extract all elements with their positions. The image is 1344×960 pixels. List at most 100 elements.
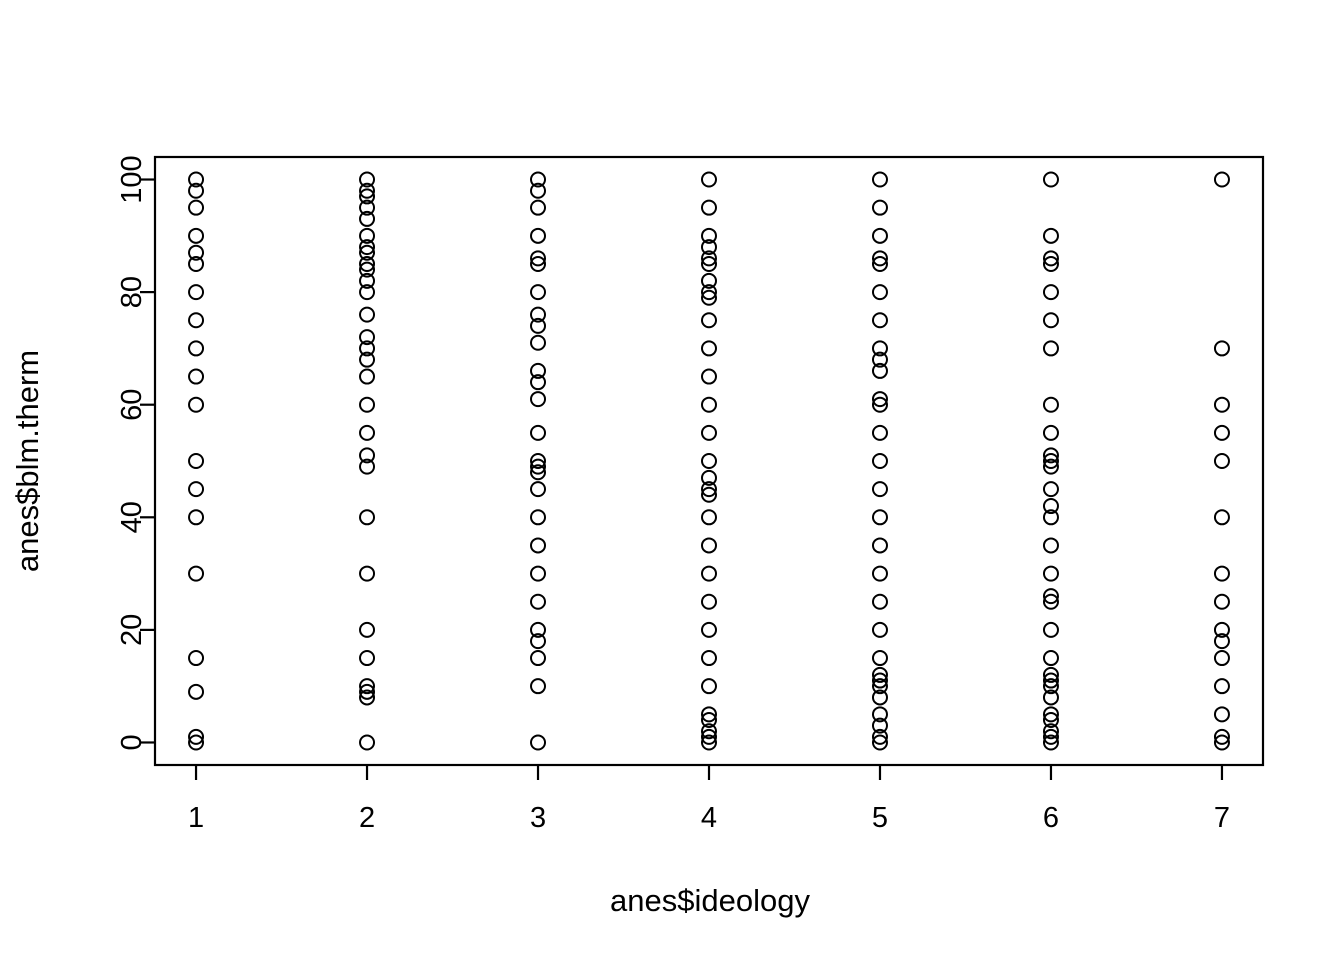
data-point xyxy=(359,210,376,227)
data-point xyxy=(1042,593,1059,610)
x-tick-label: 4 xyxy=(701,802,717,834)
plot-border-box xyxy=(153,155,1265,767)
data-point xyxy=(871,565,888,582)
data-point xyxy=(188,340,205,357)
data-point xyxy=(871,509,888,526)
data-point xyxy=(359,272,376,289)
data-point xyxy=(359,458,376,475)
data-point xyxy=(871,312,888,329)
data-point xyxy=(701,199,717,216)
data-point xyxy=(1042,650,1059,667)
data-point xyxy=(359,683,376,700)
data-point xyxy=(530,650,547,667)
data-point xyxy=(701,565,717,582)
data-point xyxy=(1042,453,1059,469)
data-point xyxy=(1042,565,1059,582)
data-point xyxy=(871,351,888,368)
data-point xyxy=(1042,588,1059,605)
data-point xyxy=(530,362,547,379)
data-point xyxy=(701,469,717,486)
data-point xyxy=(530,227,547,244)
data-point xyxy=(359,678,376,695)
data-point xyxy=(1042,723,1059,740)
data-point xyxy=(188,199,205,216)
x-axis-ticks: 1 2 3 4 5 6 7 xyxy=(188,766,1230,834)
y-tick-label: 0 xyxy=(116,734,148,750)
data-point xyxy=(1042,689,1059,706)
data-point xyxy=(530,509,547,526)
data-point xyxy=(530,621,547,638)
data-point xyxy=(530,458,547,475)
data-point xyxy=(1213,678,1230,695)
data-point xyxy=(701,723,717,740)
data-point xyxy=(359,447,376,464)
data-point xyxy=(701,396,717,413)
data-point xyxy=(1042,227,1059,244)
data-point xyxy=(871,621,888,638)
data-point xyxy=(530,593,547,610)
data-point xyxy=(359,171,376,188)
data-point xyxy=(188,284,205,301)
data-point xyxy=(1213,424,1230,441)
data-point xyxy=(1042,706,1059,723)
data-point xyxy=(188,453,205,469)
data-point xyxy=(871,424,888,441)
data-point xyxy=(530,481,547,498)
data-point xyxy=(701,272,717,289)
data-point xyxy=(530,453,547,469)
data-point xyxy=(188,244,205,261)
data-point xyxy=(871,255,888,272)
data-point xyxy=(871,678,888,695)
data-point xyxy=(871,453,888,469)
data-point xyxy=(701,621,717,638)
y-tick-label: 60 xyxy=(116,389,148,421)
data-point xyxy=(359,509,376,526)
y-tick-label: 100 xyxy=(116,155,148,203)
data-point xyxy=(1042,396,1059,413)
data-point xyxy=(188,312,205,329)
data-point xyxy=(701,678,717,695)
data-point xyxy=(1213,453,1230,469)
data-point xyxy=(530,171,547,188)
data-point xyxy=(701,706,717,723)
data-point xyxy=(530,199,547,216)
data-point xyxy=(188,734,205,751)
data-point xyxy=(530,424,547,441)
data-point xyxy=(871,284,888,301)
data-point xyxy=(359,239,376,256)
data-point xyxy=(188,171,205,188)
data-point xyxy=(1213,728,1230,745)
data-point xyxy=(530,317,547,334)
data-point xyxy=(701,734,717,751)
data-point xyxy=(1042,340,1059,357)
data-point xyxy=(530,633,547,650)
x-tick-label: 1 xyxy=(188,802,204,834)
data-point xyxy=(1213,706,1230,723)
x-tick-label: 5 xyxy=(872,802,888,834)
data-point xyxy=(871,250,888,267)
data-point xyxy=(188,565,205,582)
data-point xyxy=(359,689,376,706)
y-axis-ticks: 0 20 40 60 80 100 xyxy=(116,155,154,751)
data-point xyxy=(188,368,205,385)
data-point xyxy=(871,537,888,554)
data-point xyxy=(871,734,888,751)
data-point xyxy=(701,650,717,667)
data-point xyxy=(359,284,376,301)
data-point xyxy=(871,672,888,689)
data-point xyxy=(359,244,376,261)
data-point xyxy=(1042,666,1059,683)
data-point xyxy=(1042,424,1059,441)
data-point xyxy=(1042,481,1059,498)
data-point xyxy=(1213,650,1230,667)
data-point xyxy=(1042,621,1059,638)
data-point xyxy=(359,261,376,278)
data-point xyxy=(1213,734,1230,751)
data-point xyxy=(871,666,888,683)
data-point xyxy=(871,717,888,734)
data-point xyxy=(530,255,547,272)
data-point xyxy=(701,312,717,329)
data-point xyxy=(701,486,717,503)
data-point xyxy=(188,227,205,244)
data-point xyxy=(871,396,888,413)
